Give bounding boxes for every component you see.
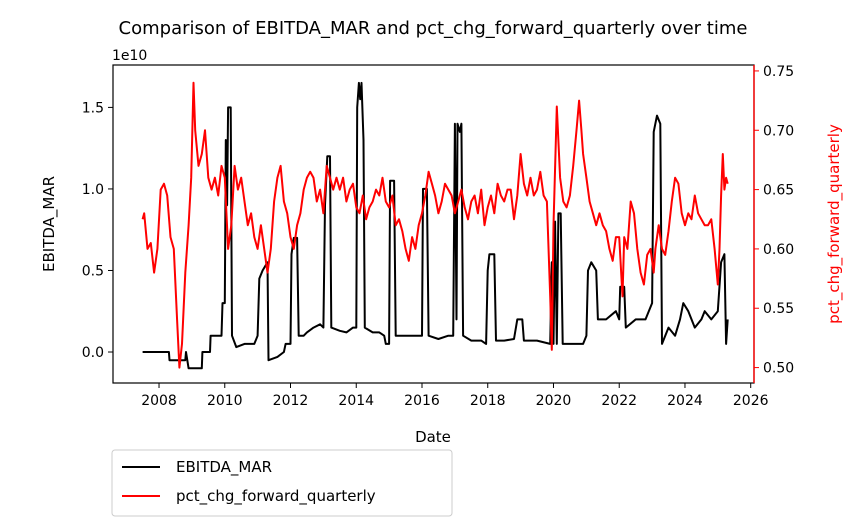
right-y-tick-label: 0.65 [763,183,794,199]
right-y-axis: 0.50 0.55 0.60 0.65 0.70 0.75 [753,64,794,383]
left-y-tick-label: 0.5 [82,263,104,279]
left-y-axis-label: EBITDA_MAR [40,176,59,272]
x-tick-label: 2022 [601,393,637,409]
left-y-tick-label: 0.0 [82,345,104,361]
x-tick-label: 2014 [338,393,374,409]
legend-entry-pct-chg-forward-quarterly: pct_chg_forward_quarterly [176,487,376,506]
x-axis-label: Date [415,428,451,446]
plot-area [141,81,729,370]
right-y-tick-label: 0.70 [763,123,794,139]
left-y-tick-label: 1.0 [82,182,104,198]
legend-entry-ebitda-mar: EBITDA_MAR [176,458,272,477]
series-line-pct-chg-forward-quarterly [141,81,729,369]
x-tick-label: 2008 [141,393,177,409]
right-y-tick-label: 0.60 [763,242,794,258]
x-tick-label: 2012 [273,393,309,409]
x-axis: 2008 2010 2012 2014 2016 2018 2020 2022 2024 2026 [141,383,769,409]
right-y-tick-label: 0.55 [763,301,794,317]
x-tick-label: 2018 [470,393,506,409]
chart-title: Comparison of EBITDA_MAR and pct_chg_for… [119,18,748,39]
x-tick-label: 2026 [733,393,769,409]
x-tick-label: 2010 [207,393,243,409]
right-y-tick-label: 0.75 [763,64,794,80]
left-axis-offset-text: 1e10 [112,48,147,64]
right-y-tick-label: 0.50 [763,361,794,377]
left-y-tick-label: 1.5 [82,100,104,116]
legend-box [111,449,453,517]
left-y-axis: 0.0 0.5 1.0 1.5 [82,100,113,361]
legend: EBITDA_MAR pct_chg_forward_quarterly [111,449,453,517]
plot-frame [112,64,755,384]
x-tick-label: 2020 [536,393,572,409]
x-tick-label: 2024 [667,393,703,409]
x-tick-label: 2016 [404,393,440,409]
right-y-axis-label: pct_chg_forward_quarterly [825,124,844,324]
